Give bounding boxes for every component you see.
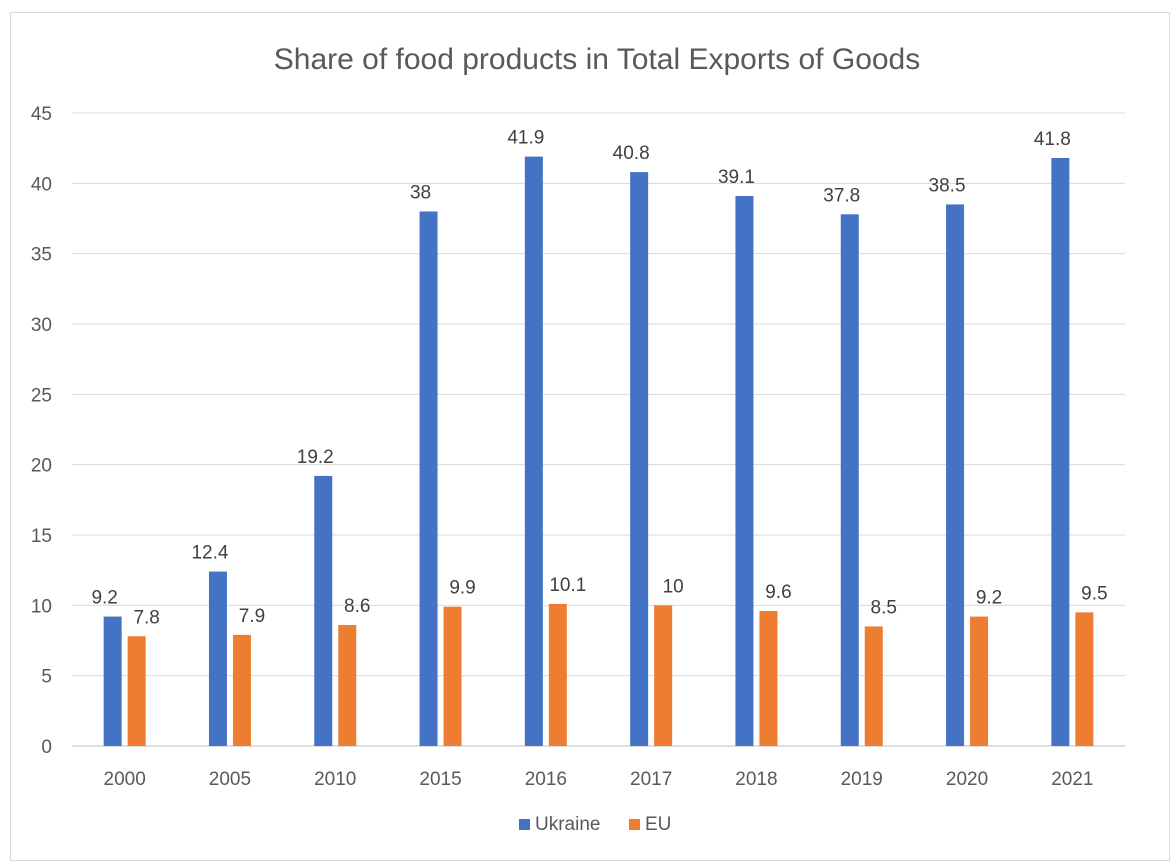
bar-eu [232,634,251,746]
bar-ukraine [946,204,965,746]
x-tick-label: 2000 [104,769,146,790]
data-label-eu: 9.5 [1081,583,1107,604]
y-tick-label: 35 [31,245,52,266]
data-label-ukraine: 12.4 [191,543,228,564]
x-tick-label: 2010 [314,769,356,790]
legend-swatch-ukraine [519,819,530,830]
legend-label-ukraine: Ukraine [535,814,600,835]
legend-swatch-eu [629,819,640,830]
data-label-eu: 8.5 [871,597,897,618]
data-label-ukraine: 38 [410,182,431,203]
data-label-ukraine: 9.2 [91,588,117,609]
data-label-eu: 8.6 [344,596,370,617]
y-tick-label: 10 [31,596,52,617]
bar-ukraine [630,172,649,746]
bar-ukraine [314,475,333,746]
data-label-eu: 7.8 [133,607,159,628]
legend-label-eu: EU [645,814,671,835]
x-tick-label: 2017 [630,769,672,790]
x-tick-label: 2018 [735,769,777,790]
data-label-ukraine: 41.9 [507,128,544,149]
x-tick-label: 2016 [525,769,567,790]
y-tick-label: 40 [31,174,52,195]
data-label-eu: 9.6 [765,582,791,603]
data-label-ukraine: 37.8 [823,185,860,206]
data-label-eu: 10 [663,576,684,597]
x-tick-label: 2019 [841,769,883,790]
bar-eu [1075,612,1094,746]
bar-ukraine [524,156,543,746]
data-label-eu: 7.9 [239,606,265,627]
bar-eu [970,616,989,746]
data-label-ukraine: 39.1 [718,167,755,188]
bar-eu [127,636,146,746]
bar-eu [548,603,567,746]
bar-eu [654,605,673,746]
data-label-ukraine: 19.2 [297,447,334,468]
bar-ukraine [1051,158,1070,747]
bar-ukraine [735,195,754,746]
bar-ukraine [840,214,859,746]
data-label-eu: 9.9 [449,578,475,599]
data-label-ukraine: 38.5 [929,175,966,196]
x-tick-label: 2005 [209,769,251,790]
y-tick-label: 5 [41,667,52,688]
legend: Ukraine EU [519,814,671,835]
x-tick-label: 2020 [946,769,988,790]
data-label-eu: 10.1 [549,575,586,596]
y-tick-label: 25 [31,385,52,406]
bar-eu [338,625,357,746]
data-label-ukraine: 41.8 [1034,129,1071,150]
y-axis-tick-labels: 0 5 10 15 20 25 30 35 40 45 [31,104,52,758]
bar-ukraine [208,571,227,746]
gridlines [72,112,1125,747]
y-tick-label: 45 [31,104,52,125]
x-axis-tick-labels: 2000 2005 2010 2015 2016 2017 2018 2019 2020 2021 [104,769,1094,790]
bar-ukraine [419,211,438,746]
chart-title: Share of food products in Total Exports … [274,43,921,76]
y-tick-label: 15 [31,526,52,547]
x-tick-label: 2015 [419,769,461,790]
x-tick-label: 2021 [1051,769,1093,790]
bars [103,156,1094,747]
bar-eu [864,626,883,746]
y-tick-label: 20 [31,456,52,477]
bar-ukraine [103,616,122,746]
bar-eu [443,606,462,746]
data-label-eu: 9.2 [976,588,1002,609]
data-labels: 9.2 7.8 12.4 7.9 19.2 8.6 38 9.9 41.9 10.1 40.8 10 3… [91,128,1107,629]
y-tick-label: 0 [41,737,52,758]
y-tick-label: 30 [31,315,52,336]
data-label-ukraine: 40.8 [613,143,650,164]
bar-eu [759,610,778,746]
